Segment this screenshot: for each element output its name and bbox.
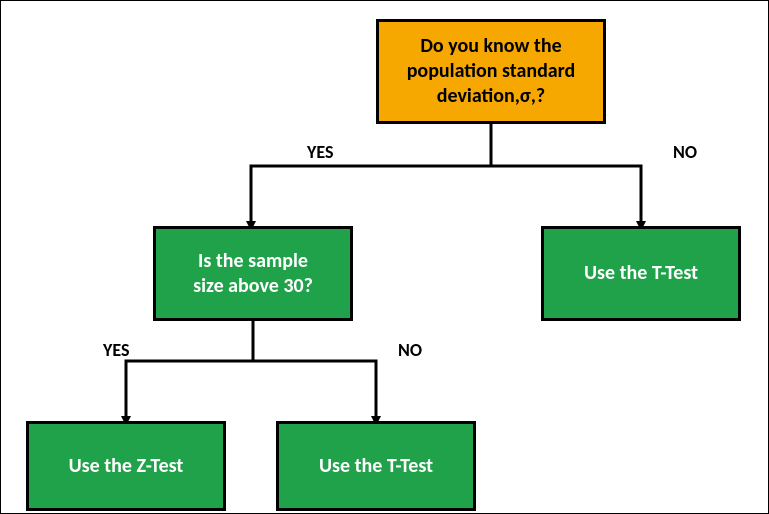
edge-label-sample-left: YES bbox=[103, 339, 129, 361]
node-text-root: Do you know thepopulation standarddeviat… bbox=[407, 34, 576, 109]
node-text-ttest2: Use the T-Test bbox=[319, 454, 433, 479]
edge-label-root-left: YES bbox=[307, 141, 333, 163]
node-ztest: Use the Z-Test bbox=[26, 421, 226, 511]
edge-label-root-right: NO bbox=[673, 141, 697, 163]
node-text-ttest1: Use the T-Test bbox=[584, 261, 698, 286]
node-ttest1: Use the T-Test bbox=[541, 226, 741, 321]
edge-label-sample-right: NO bbox=[398, 339, 422, 361]
node-root: Do you know thepopulation standarddeviat… bbox=[376, 19, 606, 124]
edge-sample-left bbox=[126, 321, 253, 421]
node-text-ztest: Use the Z-Test bbox=[69, 454, 184, 479]
node-text-sample: Is the samplesize above 30? bbox=[193, 249, 313, 299]
flowchart-canvas: YES NO YES NO Do you know thepopulation stan… bbox=[0, 0, 769, 514]
edge-sample-right bbox=[253, 321, 376, 421]
edge-root-right bbox=[491, 124, 641, 226]
node-ttest2: Use the T-Test bbox=[276, 421, 476, 511]
node-sample: Is the samplesize above 30? bbox=[153, 226, 353, 321]
edge-root-left bbox=[251, 124, 491, 226]
